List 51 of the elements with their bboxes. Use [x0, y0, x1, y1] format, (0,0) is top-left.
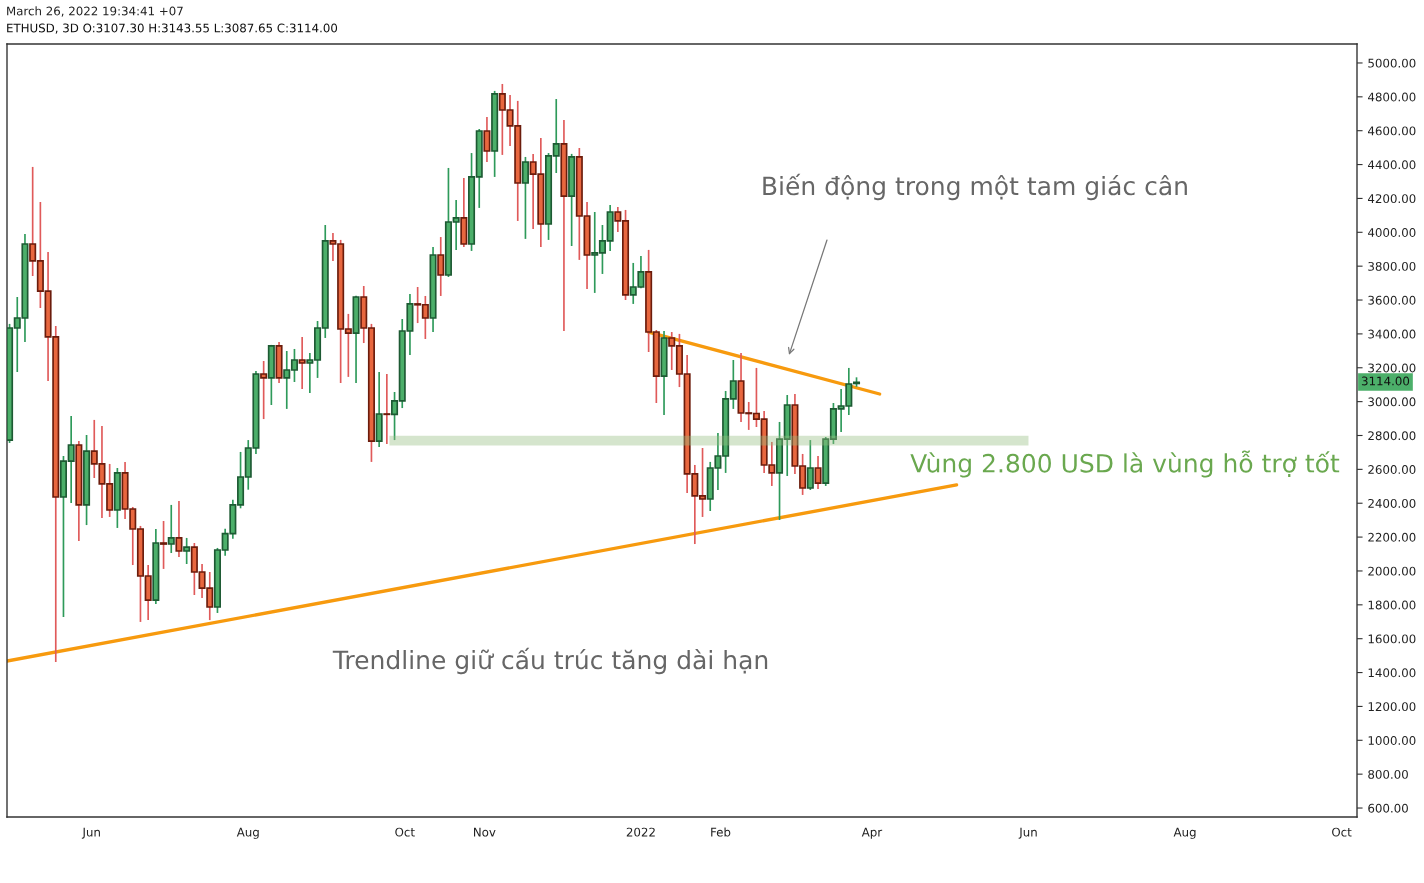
y-tick-label: 1800.00: [1368, 600, 1416, 610]
candlestick: [298, 336, 306, 390]
y-tick-label: 4600.00: [1367, 126, 1416, 136]
x-tick-label: 2022: [626, 827, 655, 837]
annotation: Trendline giữ cấu trúc tăng dài hạn: [332, 647, 768, 675]
candlestick: [175, 500, 183, 558]
candlestick: [260, 360, 268, 420]
annotation: Vùng 2.800 USD là vùng hỗ trợ tốt: [910, 450, 1340, 478]
y-tick-label: 4800.00: [1367, 92, 1416, 102]
y-tick-label: 2600.00: [1368, 465, 1416, 475]
x-tick-label: Oct: [1332, 827, 1352, 837]
x-tick-label: Jun: [81, 827, 100, 839]
candlestick: [160, 520, 168, 570]
x-tick-label: Nov: [474, 827, 496, 837]
x-tick-label: Feb: [711, 827, 731, 837]
y-tick-label: 3200.00: [1368, 363, 1416, 373]
x-tick-label: Aug: [236, 827, 259, 839]
candlestick: [806, 439, 814, 491]
x-tick-label: Oct: [395, 827, 415, 837]
y-tick-label: 600.00: [1368, 803, 1408, 813]
text: March 26, 2022 19:34:41 +07: [7, 6, 183, 17]
y-tick-label: 800.00: [1368, 769, 1408, 779]
y-tick-label: 3000.00: [1368, 397, 1416, 407]
candlestick: [437, 236, 445, 297]
candlestick: [814, 455, 822, 490]
y-tick-label: 1400.00: [1368, 668, 1416, 678]
candlestick: [183, 537, 191, 565]
candlestick: [167, 504, 175, 554]
candlestick: [483, 116, 491, 163]
y-tick-label: 1600.00: [1368, 634, 1416, 644]
chart-title: ETHUSD, 3D O:3107.30 H:3143.55 L:3087.65 C:3114.00: [7, 23, 338, 34]
y-tick-label: 3800.00: [1368, 261, 1416, 271]
y-tick-label: 2400.00: [1368, 498, 1416, 508]
candlestick: [521, 156, 529, 240]
x-tick-label: Aug: [1173, 827, 1196, 839]
text: 3114.00: [1361, 376, 1410, 386]
x-tick-label: Apr: [861, 827, 883, 839]
y-tick-label: 2200.00: [1368, 532, 1416, 542]
y-tick-label: 1000.00: [1368, 736, 1416, 745]
y-tick-label: 4200.00: [1367, 194, 1416, 204]
y-tick-label: 2000.00: [1368, 566, 1416, 576]
y-tick-label: 4000.00: [1367, 228, 1416, 237]
y-tick-label: 3600.00: [1368, 295, 1416, 305]
x-tick-label: Jun: [1018, 827, 1037, 839]
y-tick-label: 5000.00: [1368, 58, 1416, 68]
candlestick: [383, 373, 391, 445]
y-tick-label: 2800.00: [1368, 431, 1416, 441]
annotation: Biến động trong một tam giác cân: [763, 173, 1187, 201]
y-tick-label: 1200.00: [1368, 702, 1416, 712]
y-tick-label: 4400.00: [1367, 160, 1416, 170]
y-tick-label: 3400.00: [1368, 329, 1416, 339]
